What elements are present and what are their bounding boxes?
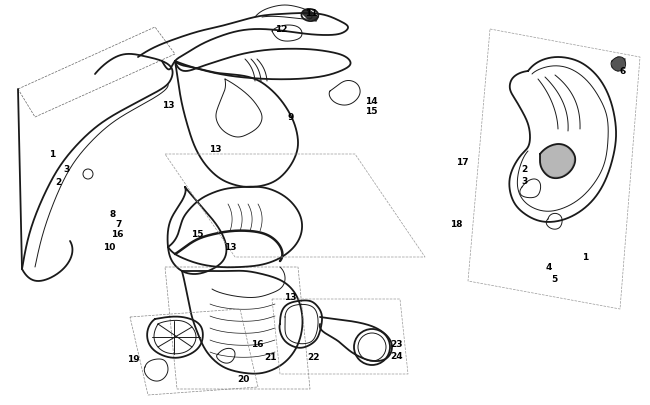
Text: 22: 22 (307, 353, 320, 362)
Polygon shape (302, 10, 318, 22)
Text: 4: 4 (545, 263, 552, 272)
Text: 2: 2 (522, 165, 528, 174)
Text: 1: 1 (49, 150, 55, 159)
Text: 20: 20 (237, 375, 250, 384)
Text: 18: 18 (450, 220, 463, 229)
Text: 1: 1 (582, 253, 588, 262)
Text: 5: 5 (551, 275, 557, 284)
Text: 10: 10 (103, 243, 115, 252)
Text: 17: 17 (456, 158, 469, 167)
Text: 13: 13 (209, 145, 222, 154)
Polygon shape (540, 145, 575, 177)
Text: 15: 15 (365, 107, 378, 116)
Text: 13: 13 (162, 100, 175, 109)
Text: 2: 2 (56, 178, 62, 187)
Text: 12: 12 (275, 26, 287, 34)
Text: 8: 8 (110, 210, 116, 219)
Text: 11: 11 (305, 9, 317, 19)
Text: 16: 16 (252, 340, 264, 349)
Text: 24: 24 (390, 352, 402, 360)
Text: 14: 14 (365, 97, 378, 106)
Text: 19: 19 (127, 355, 140, 364)
Text: 15: 15 (192, 230, 204, 239)
Text: 6: 6 (620, 67, 626, 76)
Text: 9: 9 (288, 113, 294, 122)
Text: 23: 23 (390, 340, 402, 349)
Text: 3: 3 (64, 165, 70, 174)
Text: 7: 7 (116, 220, 122, 229)
Text: 13: 13 (224, 243, 237, 252)
Polygon shape (612, 58, 625, 72)
Text: 16: 16 (112, 230, 124, 239)
Text: 21: 21 (264, 353, 276, 362)
Text: 13: 13 (285, 293, 297, 302)
Text: 3: 3 (522, 177, 528, 186)
